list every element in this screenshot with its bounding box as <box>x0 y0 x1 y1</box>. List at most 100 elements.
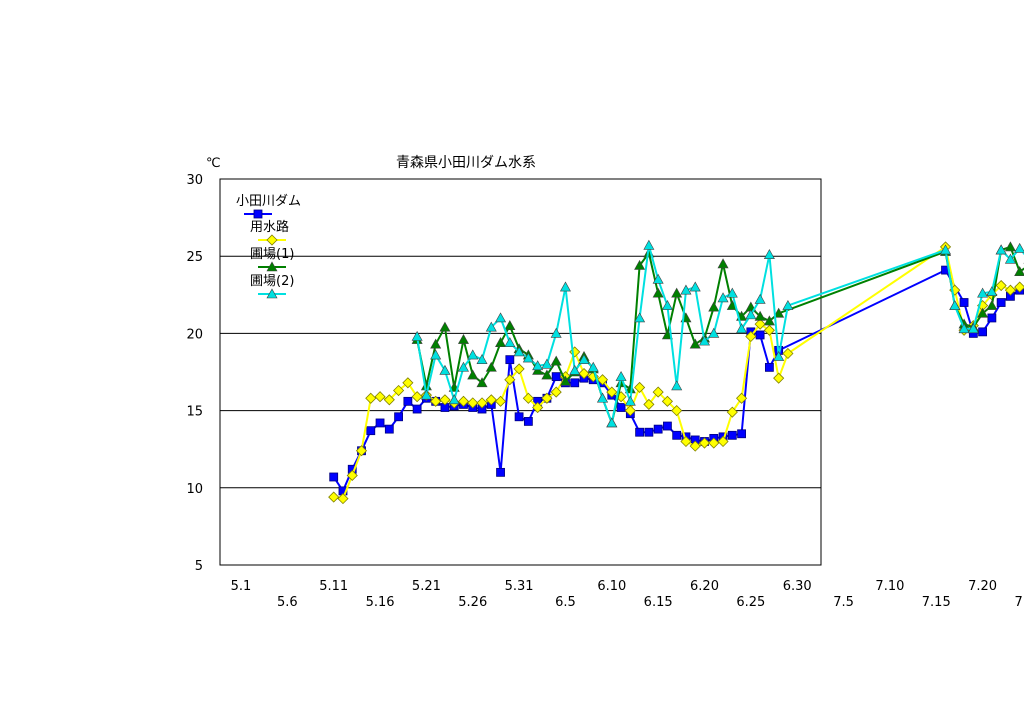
x-tick-label: 5.16 <box>366 595 395 610</box>
data-point <box>448 394 460 405</box>
data-point <box>967 323 979 334</box>
data-point <box>476 354 488 364</box>
data-point <box>708 301 720 312</box>
data-point <box>615 371 627 381</box>
data-point <box>569 364 581 375</box>
data-point <box>959 298 969 307</box>
data-point <box>773 307 785 318</box>
data-point <box>763 324 775 336</box>
data-point <box>430 349 442 360</box>
data-point <box>606 386 618 398</box>
data-point <box>643 239 655 250</box>
data-point <box>652 287 664 298</box>
data-point <box>485 394 497 406</box>
data-point <box>355 445 368 457</box>
data-point <box>689 338 701 349</box>
data-point <box>485 321 497 332</box>
legend-label: 圃場(2) <box>250 274 294 289</box>
data-point <box>708 437 720 449</box>
data-point <box>745 309 757 320</box>
data-point <box>680 284 692 295</box>
data-point <box>652 273 664 284</box>
data-point <box>366 426 376 436</box>
axis-labels: 5 10 15 20 25 30 5.1 5.6 5.11 5.16 5.21 5.26 5.31 6.5… <box>186 173 1024 610</box>
data-point <box>402 377 414 389</box>
data-point <box>773 372 785 384</box>
x-tick-label: 5.1 <box>231 579 252 594</box>
data-point <box>754 293 766 304</box>
data-point <box>496 467 505 477</box>
data-point <box>986 286 998 297</box>
data-point <box>698 437 711 449</box>
data-point <box>977 307 989 318</box>
data-point <box>958 323 970 334</box>
data-point <box>689 281 701 292</box>
data-point <box>644 427 654 437</box>
y-tick-label: 5 <box>195 559 203 574</box>
data-point <box>978 327 987 337</box>
legend-label: 用水路 <box>250 219 289 235</box>
data-point <box>494 395 507 407</box>
x-tick-label: 6.20 <box>690 579 719 594</box>
y-tick-label: 25 <box>186 250 203 265</box>
data-point <box>754 318 766 330</box>
data-point <box>755 330 765 340</box>
data-point <box>986 299 998 310</box>
x-tick-label: 5.21 <box>412 579 441 594</box>
data-point <box>624 395 636 406</box>
data-point <box>550 327 562 338</box>
data-point <box>365 392 377 404</box>
data-point <box>634 312 646 323</box>
data-point <box>541 392 553 404</box>
data-point <box>532 360 544 371</box>
data-point <box>430 338 442 349</box>
data-point <box>439 321 451 332</box>
data-point <box>949 299 961 310</box>
data-point <box>485 361 497 372</box>
x-tick-label: 7.15 <box>922 595 951 610</box>
data-point <box>727 430 737 440</box>
data-point <box>559 281 571 292</box>
data-point <box>551 372 561 382</box>
data-point <box>504 320 516 330</box>
data-point <box>393 384 405 397</box>
data-point <box>505 355 515 365</box>
data-point <box>430 395 442 407</box>
data-point <box>467 349 479 360</box>
data-point <box>346 469 358 482</box>
data-point <box>634 381 646 394</box>
data-point <box>329 472 339 482</box>
data-point <box>754 310 766 321</box>
data-point <box>495 337 507 347</box>
data-point <box>476 397 488 409</box>
data-point <box>457 361 469 372</box>
x-tick-label: 6.30 <box>783 579 812 594</box>
data-point <box>737 429 746 439</box>
data-point <box>1014 281 1024 293</box>
data-point <box>522 392 534 404</box>
data-point <box>504 374 516 386</box>
data-point <box>736 323 748 334</box>
data-point <box>328 491 340 503</box>
data-point <box>708 327 720 338</box>
data-point <box>680 435 692 448</box>
data-point <box>411 391 423 403</box>
data-point <box>374 391 386 403</box>
data-point <box>763 249 775 259</box>
data-point <box>457 333 469 344</box>
data-point <box>698 335 711 346</box>
data-point <box>717 258 729 269</box>
legend-marker <box>253 209 263 219</box>
x-tick-label: 5.26 <box>458 595 487 610</box>
legend-label: 圃場(1) <box>250 247 294 262</box>
data-point <box>663 421 672 431</box>
data-point <box>717 292 729 303</box>
data-point <box>782 347 794 360</box>
data-point <box>653 424 663 434</box>
data-point <box>504 337 516 347</box>
series-4 <box>411 239 1024 428</box>
data-point <box>1004 253 1016 264</box>
data-point <box>578 367 590 380</box>
